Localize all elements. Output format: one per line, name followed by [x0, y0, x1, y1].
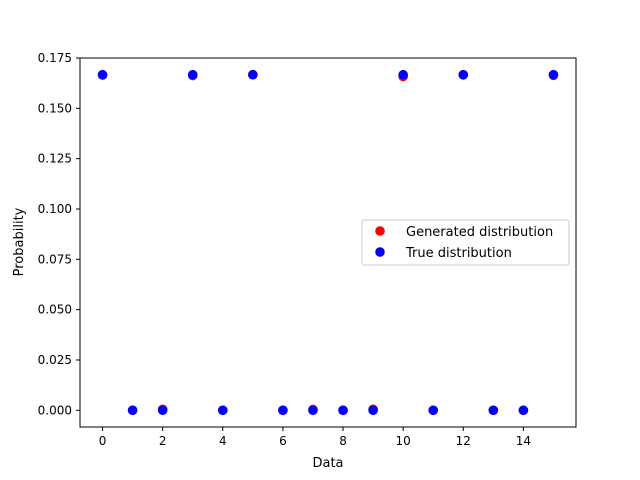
true-point — [127, 405, 138, 416]
y-tick-label: 0.175 — [38, 51, 72, 65]
legend: Generated distribution True distribution — [361, 219, 570, 266]
true-point — [488, 405, 499, 416]
x-axis-label: Data — [312, 456, 343, 471]
true-point — [217, 405, 228, 416]
y-axis-ticks: 0.000 0.025 0.050 0.075 0.100 0.125 0.150 0.175 — [38, 51, 80, 417]
true-point — [398, 69, 408, 80]
y-tick-label: 0.150 — [38, 101, 72, 115]
true-point — [548, 69, 559, 80]
y-axis-label: Probability — [12, 207, 27, 276]
true-point — [428, 405, 439, 416]
x-axis-ticks: 0 2 4 6 8 10 12 14 — [99, 427, 531, 448]
data-points — [97, 69, 559, 416]
legend-label-generated: Generated distribution — [406, 225, 553, 240]
true-point — [157, 405, 168, 416]
x-tick-label: 4 — [219, 434, 227, 448]
legend-marker-generated — [375, 226, 385, 236]
x-tick-label: 6 — [279, 434, 287, 448]
legend-marker-true — [375, 247, 385, 257]
true-point — [368, 405, 378, 416]
true-point — [278, 405, 288, 416]
true-point — [248, 69, 258, 80]
y-tick-label: 0.050 — [38, 303, 72, 317]
x-tick-label: 0 — [99, 434, 107, 448]
true-point — [458, 69, 469, 80]
plot-area-frame — [79, 57, 577, 428]
x-tick-label: 10 — [396, 434, 411, 448]
true-point — [308, 405, 318, 416]
x-tick-label: 2 — [159, 434, 167, 448]
true-point — [338, 405, 348, 416]
y-tick-label: 0.025 — [38, 353, 72, 367]
y-tick-label: 0.125 — [38, 152, 72, 166]
x-tick-label: 12 — [456, 434, 471, 448]
y-tick-label: 0.100 — [38, 202, 72, 216]
legend-frame — [361, 219, 570, 266]
true-point — [97, 69, 108, 80]
legend-label-true: True distribution — [405, 246, 512, 261]
true-point — [187, 69, 198, 80]
y-tick-label: 0.000 — [38, 403, 72, 417]
true-point — [518, 405, 529, 416]
x-tick-label: 8 — [339, 434, 347, 448]
x-tick-label: 14 — [516, 434, 531, 448]
y-tick-label: 0.075 — [38, 252, 72, 266]
